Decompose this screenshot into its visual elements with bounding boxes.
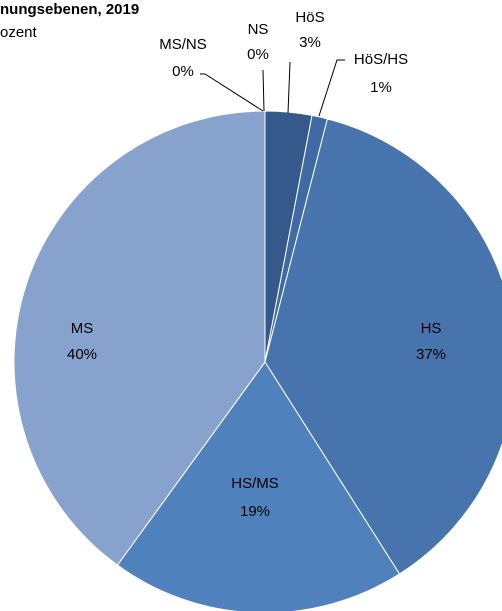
pie-slice xyxy=(13,110,266,566)
pie-slice xyxy=(264,118,502,575)
slice-value-label: 1% xyxy=(370,79,392,96)
chart-title: nungsebenen, 2019 xyxy=(0,1,139,18)
leader-line xyxy=(318,59,345,117)
slice-value-label: 0% xyxy=(172,63,194,80)
leader-line xyxy=(287,61,291,114)
slice-value-label: 3% xyxy=(299,34,321,51)
slice-label: HS xyxy=(421,320,442,337)
slice-value-label: 0% xyxy=(247,46,269,63)
slice-label: HöS/HS xyxy=(354,51,408,68)
slice-value-label: 37% xyxy=(416,346,446,363)
chart-subtitle: ozent xyxy=(0,24,38,41)
slice-value-label: 19% xyxy=(240,503,270,520)
slice-value-label: 40% xyxy=(67,346,97,363)
leader-line xyxy=(262,69,265,112)
leader-line xyxy=(200,73,264,112)
slice-label: HS/MS xyxy=(231,475,279,492)
slice-label: NS xyxy=(248,21,269,38)
slice-label: MS/NS xyxy=(159,36,207,53)
pie-slice xyxy=(116,361,401,611)
slice-label: MS xyxy=(71,320,94,337)
slice-label: HöS xyxy=(295,9,324,26)
